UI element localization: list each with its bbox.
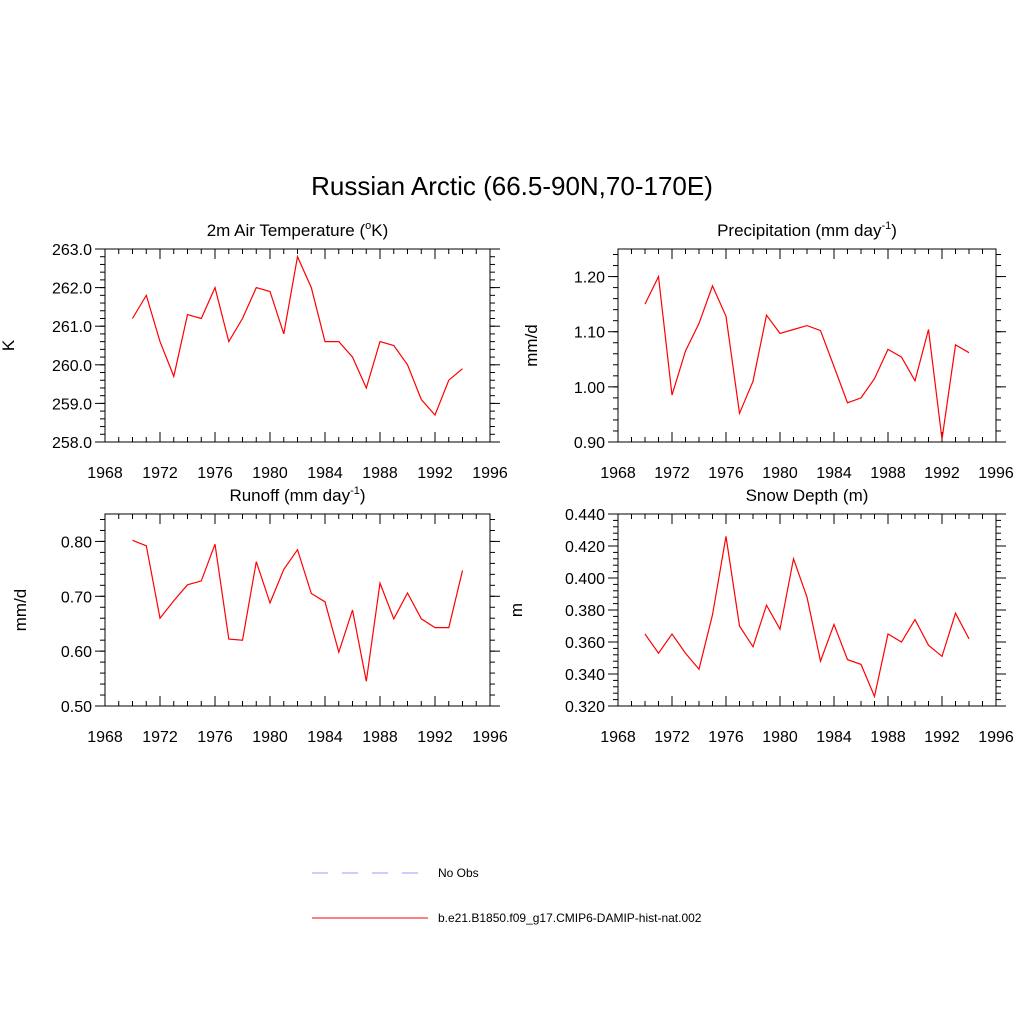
y-axis-label: mm/d [522,324,541,367]
y-tick-label: 0.420 [565,539,605,556]
y-tick-label: 261.0 [52,319,92,336]
x-tick-label: 1980 [762,729,798,746]
x-tick-label: 1988 [362,729,398,746]
x-tick-label: 1996 [978,729,1014,746]
chart-snow-depth: Snow Depth (m) 1968 1972 1976 1980 1984 1988 19… [507,486,1014,746]
series-line [644,536,970,699]
y-axis-label: K [0,339,18,351]
x-tick-label: 1972 [142,729,178,746]
y-tick-label: 0.360 [565,635,605,652]
panel-title-main: Precipitation (mm day [717,221,882,240]
y-tick-label: 263.0 [52,242,92,259]
y-tick-label: 1.00 [574,380,605,397]
y-tick-label: 0.400 [565,571,605,588]
x-tick-label: 1988 [870,465,906,482]
panel-title-superscript: -1 [350,485,360,497]
x-tick-label: 1976 [197,729,233,746]
series-line [131,254,463,417]
x-tick-label: 1980 [252,729,288,746]
x-tick-label: 1984 [307,729,343,746]
x-tick-label: 1992 [924,465,960,482]
plot-frame [104,513,491,707]
x-tick-label: 1976 [708,465,744,482]
y-tick-label: 0.50 [61,699,92,716]
x-tick-label: 1988 [870,729,906,746]
y-tick-label: 0.340 [565,667,605,684]
y-tick-label: 1.20 [574,270,605,287]
x-tick-label: 1984 [816,729,852,746]
panel-title: Snow Depth (m) [746,486,869,505]
plot-frame [104,248,491,443]
x-tick-label: 1968 [600,729,636,746]
panel-title-end: K) [371,221,388,240]
x-tick-label: 1972 [654,729,690,746]
x-tick-label: 1976 [708,729,744,746]
y-axis-label: mm/d [11,589,30,632]
x-tick-label: 1968 [600,465,636,482]
x-tick-label: 1992 [924,729,960,746]
y-tick-label: 0.440 [565,507,605,524]
x-tick-label: 1980 [252,465,288,482]
y-tick-label: 1.10 [574,325,605,342]
y-tick-label: 0.80 [61,534,92,551]
panel-title-main: Runoff (mm day [229,486,350,505]
x-tick-label: 1980 [762,465,798,482]
legend-label-no-obs: No Obs [438,866,479,880]
panel-title-superscript: -1 [881,220,891,232]
legend-label-model: b.e21.B1850.f09_g17.CMIP6-DAMIP-hist-nat… [438,911,702,925]
x-tick-label: 1996 [472,729,508,746]
figure-title: Russian Arctic (66.5-90N,70-170E) [311,171,713,201]
panel-title: Precipitation (mm day-1) [717,220,897,240]
x-tick-label: 1996 [472,465,508,482]
y-tick-label: 0.380 [565,603,605,620]
y-axis-label: m [507,603,526,617]
x-tick-label: 1984 [307,465,343,482]
y-tick-label: 260.0 [52,358,92,375]
series-line [132,539,464,682]
panel-title-end: ) [891,221,897,240]
chart-precipitation: Precipitation (mm day-1) 1968 1972 1976 1980… [522,220,1014,482]
legend: No Obs b.e21.B1850.f09_g17.CMIP6-DAMIP-h… [312,866,702,925]
x-tick-label: 1984 [816,465,852,482]
x-tick-label: 1996 [978,465,1014,482]
x-tick-label: 1992 [417,729,453,746]
plot-frame [617,513,997,707]
y-tick-label: 0.60 [61,644,92,661]
panel-title: Runoff (mm day-1) [229,485,365,505]
panel-title: 2m Air Temperature (oK) [207,220,389,240]
panel-title-end: ) [360,486,366,505]
y-tick-label: 262.0 [52,281,92,298]
panel-title-superscript: o [365,220,371,232]
x-tick-label: 1972 [654,465,690,482]
y-tick-label: 259.0 [52,396,92,413]
x-tick-label: 1992 [417,465,453,482]
series-line [644,274,970,440]
chart-air-temperature: 2m Air Temperature (oK) 1968 1972 1976 1980 1… [0,220,508,482]
panel-title-main: 2m Air Temperature ( [207,221,366,240]
x-tick-label: 1988 [362,465,398,482]
chart-runoff: Runoff (mm day-1) 1968 1972 1976 1980 1984 198… [11,485,508,746]
y-tick-label: 258.0 [52,435,92,452]
x-tick-label: 1972 [142,465,178,482]
panel-title-main: Snow Depth (m) [746,486,869,505]
y-tick-label: 0.90 [574,435,605,452]
x-tick-label: 1968 [87,465,123,482]
x-tick-label: 1976 [197,465,233,482]
y-tick-label: 0.320 [565,699,605,716]
y-tick-label: 0.70 [61,589,92,606]
x-tick-label: 1968 [87,729,123,746]
